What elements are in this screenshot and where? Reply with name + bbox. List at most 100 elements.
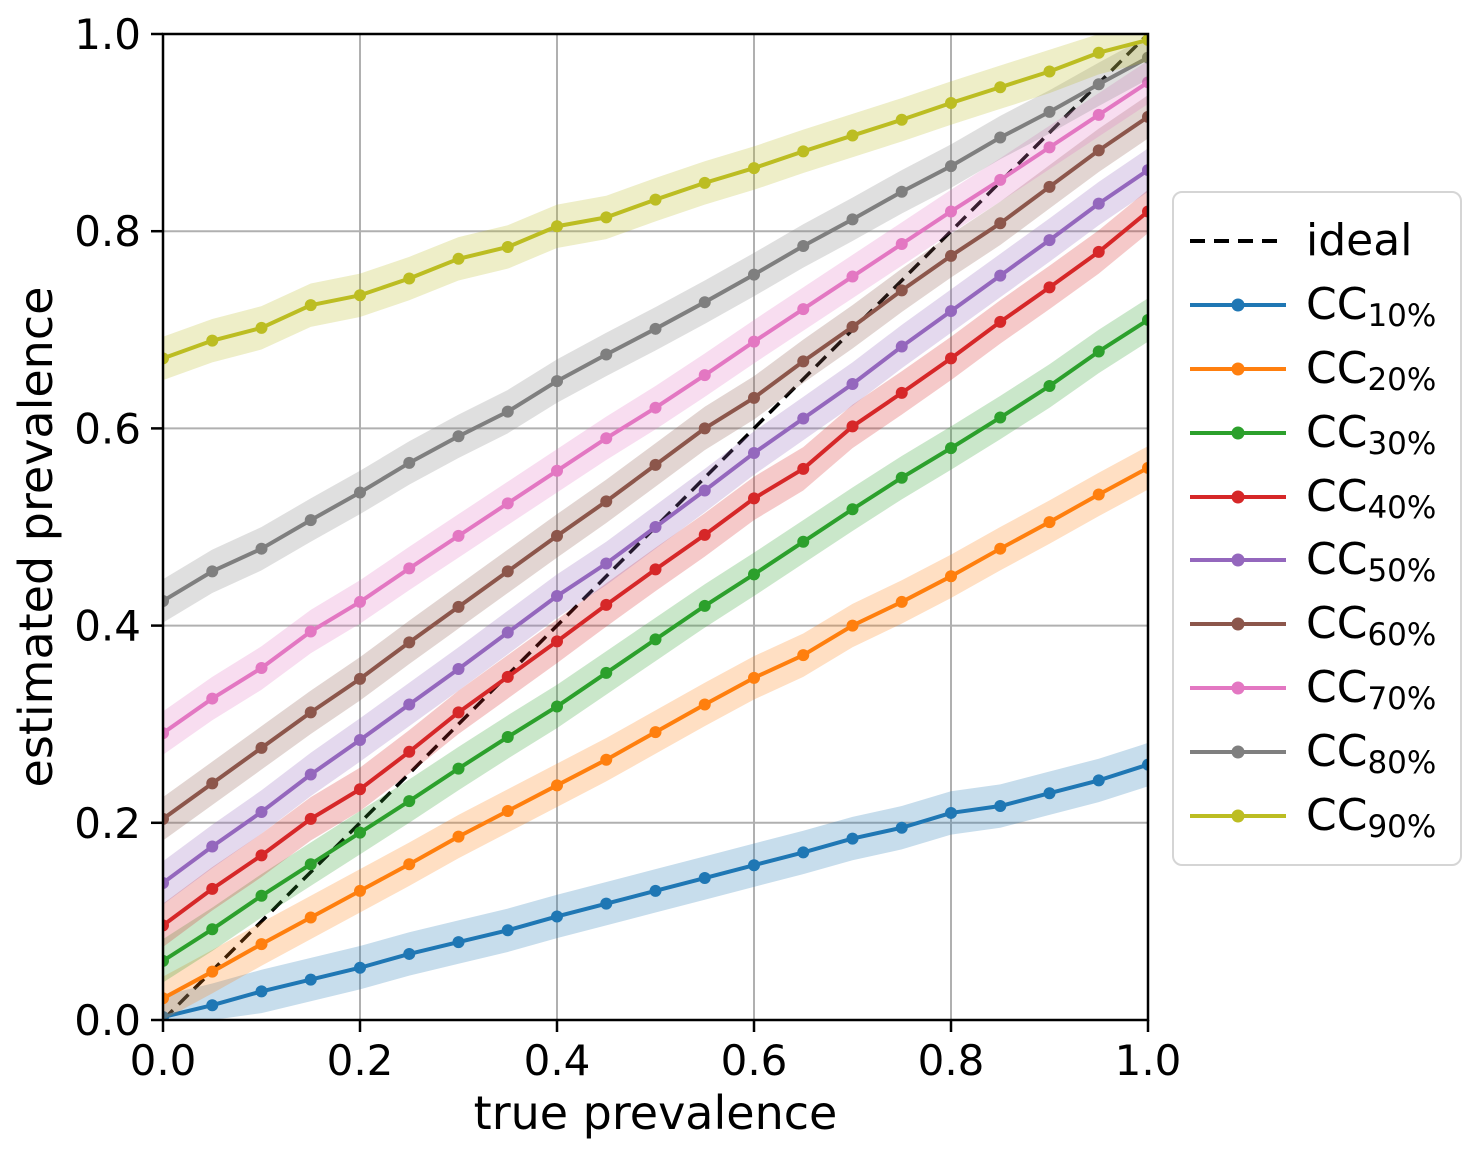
series-markers-cc-40pct <box>163 205 1148 932</box>
data-point-marker <box>501 497 514 510</box>
series-markers-cc-60pct <box>163 110 1148 825</box>
y-tick-label: 0.4 <box>74 602 141 651</box>
data-point-marker <box>551 910 563 923</box>
x-axis-label: true prevalence <box>473 1086 838 1140</box>
legend-line-marker-sample <box>1190 681 1286 695</box>
legend-label: CC60% <box>1306 598 1437 654</box>
data-point-marker <box>945 205 957 218</box>
data-point-marker <box>163 727 169 740</box>
data-point-marker <box>698 698 711 711</box>
series-markers-cc-30pct <box>163 313 1148 967</box>
data-point-marker <box>501 565 514 578</box>
data-point-marker <box>649 193 662 206</box>
legend-item-cc-70pct: CC70% <box>1190 662 1460 718</box>
legend-label: CC40% <box>1306 470 1437 526</box>
data-point-marker <box>846 320 859 333</box>
data-point-marker <box>600 211 613 224</box>
data-point-marker <box>748 335 760 348</box>
data-point-marker <box>994 542 1007 555</box>
data-point-marker <box>501 731 514 744</box>
x-tick-label: 0.0 <box>130 1036 197 1085</box>
data-point-marker <box>1142 758 1148 771</box>
data-point-marker <box>994 81 1007 94</box>
data-point-marker <box>403 272 416 285</box>
data-point-marker <box>304 706 317 719</box>
legend-line-marker-sample <box>1190 426 1286 440</box>
data-point-marker <box>452 529 465 542</box>
data-point-marker <box>1142 313 1148 326</box>
data-point-marker <box>797 355 810 368</box>
data-point-marker <box>895 340 908 353</box>
data-point-marker <box>354 289 366 302</box>
legend-label: ideal <box>1306 214 1413 266</box>
data-point-marker <box>403 562 416 575</box>
data-point-marker <box>255 542 268 555</box>
data-point-marker <box>304 812 317 825</box>
data-point-marker <box>501 626 514 639</box>
plot-area <box>163 34 1148 1020</box>
data-point-marker <box>748 568 760 581</box>
data-point-marker <box>354 486 366 499</box>
data-point-marker <box>354 733 366 746</box>
legend-item-cc-30pct: CC30% <box>1190 410 1460 459</box>
data-point-marker <box>698 599 711 612</box>
legend-item-cc-90pct: CC90% <box>1190 790 1460 845</box>
data-point-marker <box>748 391 760 404</box>
legend-label: CC90% <box>1306 790 1437 845</box>
data-point-marker <box>945 160 957 173</box>
data-point-marker <box>649 521 662 533</box>
data-point-marker <box>163 812 169 825</box>
x-tick-label: 0.6 <box>721 1036 788 1085</box>
data-point-marker <box>354 672 366 685</box>
data-point-marker <box>649 884 662 897</box>
data-point-marker <box>354 826 366 839</box>
data-point-marker <box>748 447 760 460</box>
legend-line-marker-sample <box>1190 490 1286 504</box>
y-axis-label: estimated prevalence <box>9 286 63 788</box>
x-tick-label: 0.4 <box>524 1036 591 1085</box>
axes-spines <box>161 32 1150 1022</box>
data-point-marker <box>895 595 908 608</box>
y-tick-label: 0.0 <box>74 996 141 1045</box>
data-point-marker <box>1142 205 1148 218</box>
data-point-marker <box>1092 488 1105 501</box>
legend: ideal CC10% CC20% CC30% CC40% CC50% CC60% CC70%… <box>1172 191 1462 866</box>
legend-label: CC70% <box>1306 662 1437 718</box>
data-point-marker <box>163 954 169 967</box>
data-point-marker <box>797 303 810 316</box>
data-point-marker <box>354 961 366 974</box>
data-point-marker <box>452 762 465 775</box>
data-point-marker <box>649 726 662 739</box>
data-point-marker <box>600 495 613 508</box>
data-point-marker <box>403 745 416 758</box>
y-tick-label: 0.8 <box>74 207 141 256</box>
data-point-marker <box>846 619 859 632</box>
data-point-marker <box>895 284 908 297</box>
data-point-marker <box>551 635 563 648</box>
data-point-marker <box>698 528 711 541</box>
legend-label: CC10% <box>1306 278 1437 334</box>
data-point-marker <box>501 924 514 937</box>
legend-line-marker-sample <box>1190 362 1286 376</box>
data-point-marker <box>501 240 514 253</box>
data-point-marker <box>1092 78 1105 91</box>
data-point-marker <box>452 706 465 719</box>
data-point-marker <box>846 503 859 516</box>
data-point-marker <box>255 985 268 998</box>
data-point-marker <box>255 849 268 862</box>
data-point-marker <box>649 458 662 471</box>
data-point-marker <box>452 830 465 843</box>
data-point-marker <box>600 598 613 611</box>
data-point-marker <box>895 471 908 484</box>
data-point-marker <box>304 858 317 871</box>
data-point-marker <box>1043 516 1056 529</box>
data-point-marker <box>501 804 514 817</box>
data-point-marker <box>163 352 169 365</box>
legend-item-cc-80pct: CC80% <box>1190 730 1460 778</box>
data-point-marker <box>255 741 268 754</box>
series-markers-cc-90pct <box>163 34 1148 365</box>
series-markers-cc-70pct <box>163 76 1148 740</box>
data-point-marker <box>600 897 613 910</box>
data-point-marker <box>206 923 219 936</box>
